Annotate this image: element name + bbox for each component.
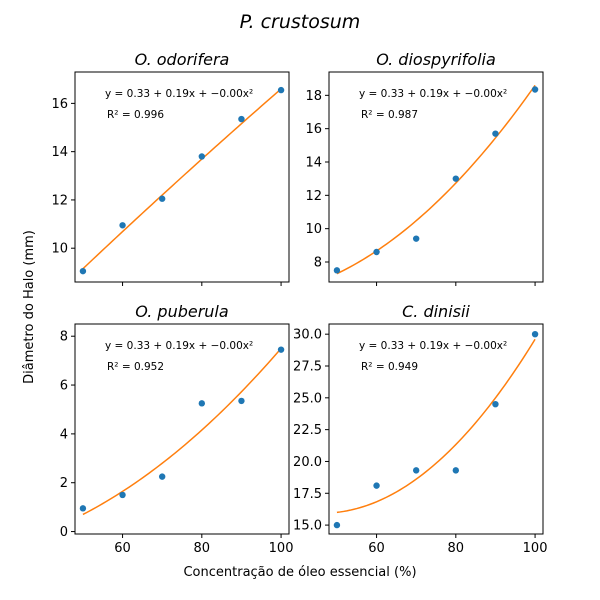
x-axis-label: Concentração de óleo essencial (%) bbox=[183, 565, 416, 580]
y-tick-label: 0 bbox=[60, 525, 68, 540]
y-tick-label: 14 bbox=[305, 156, 322, 171]
subplot-2: O. diospyrifolia 8 10 12 14 16 18 y = 0.33 + 0.… bbox=[305, 50, 544, 286]
data-point bbox=[277, 346, 285, 353]
y-tick-label: 15.0 bbox=[293, 519, 322, 534]
y-tick-label: 22.5 bbox=[293, 423, 322, 438]
y-tick-label: 8 bbox=[60, 330, 68, 345]
subplot-3: O. puberula 60 80 100 0 2 4 6 8 y = 0.33 + 0.19x … bbox=[60, 302, 294, 556]
y-tick-label: 10 bbox=[305, 222, 322, 237]
data-point bbox=[158, 195, 166, 202]
data-point bbox=[412, 467, 420, 474]
r-squared-annotation: R² = 0.952 bbox=[107, 361, 164, 373]
data-point bbox=[492, 130, 499, 137]
subplot-title: O. puberula bbox=[135, 302, 228, 321]
y-tick-label: 6 bbox=[60, 379, 68, 394]
data-point bbox=[198, 400, 206, 407]
r-squared-annotation: R² = 0.996 bbox=[107, 109, 164, 121]
y-tick-label: 2 bbox=[60, 476, 68, 491]
equation-annotation: y = 0.33 + 0.19x + −0.00x² bbox=[105, 88, 253, 100]
equation-annotation: y = 0.33 + 0.19x + −0.00x² bbox=[359, 88, 507, 100]
subplot-title: O. odorifera bbox=[135, 50, 230, 69]
r-squared-annotation: R² = 0.987 bbox=[361, 109, 418, 121]
data-point bbox=[492, 400, 499, 408]
subplot-4: C. dinisii 60 80 100 15.0 17.5 20.0 22.5 25.0 27.… bbox=[293, 302, 547, 556]
fit-line bbox=[82, 88, 282, 270]
data-point bbox=[333, 267, 341, 274]
data-point bbox=[333, 521, 341, 529]
data-point bbox=[238, 115, 245, 123]
y-tick-label: 20.0 bbox=[293, 455, 322, 470]
data-point bbox=[238, 397, 245, 405]
data-point bbox=[452, 175, 460, 182]
y-tick-label: 16 bbox=[305, 122, 322, 137]
data-point bbox=[452, 467, 460, 474]
figure-title: P. crustosum bbox=[240, 11, 361, 33]
y-tick-label: 14 bbox=[51, 145, 68, 160]
y-tick-label: 18 bbox=[305, 89, 322, 104]
data-point bbox=[412, 235, 420, 242]
axes-frame bbox=[328, 71, 544, 283]
fit-line bbox=[336, 338, 536, 514]
y-tick-label: 4 bbox=[60, 427, 68, 442]
y-tick-label: 16 bbox=[51, 97, 68, 112]
data-point bbox=[158, 473, 166, 480]
equation-annotation: y = 0.33 + 0.19x + −0.00x² bbox=[359, 340, 507, 352]
y-tick-label: 12 bbox=[51, 193, 68, 208]
y-tick-label: 8 bbox=[314, 256, 322, 271]
data-point bbox=[277, 86, 285, 94]
data-point bbox=[373, 482, 380, 489]
subplots-group: O. odorifera 10 12 14 16 y = 0.33 + 0.19x + −… bbox=[51, 50, 547, 556]
subplot-1: O. odorifera 10 12 14 16 y = 0.33 + 0.19x + −… bbox=[51, 50, 290, 286]
data-point bbox=[119, 222, 126, 229]
y-tick-label: 30.0 bbox=[293, 328, 322, 343]
y-axis-label: Diâmetro do Halo (mm) bbox=[22, 230, 37, 384]
y-tick-label: 10 bbox=[51, 242, 68, 257]
data-point bbox=[531, 330, 539, 338]
data-point bbox=[119, 491, 126, 499]
data-point bbox=[79, 267, 87, 275]
axes-frame bbox=[74, 71, 290, 283]
y-tick-label: 25.0 bbox=[293, 391, 322, 406]
x-tick-label: 60 bbox=[368, 541, 385, 556]
data-point bbox=[79, 505, 87, 512]
data-point bbox=[531, 86, 539, 93]
r-squared-annotation: R² = 0.949 bbox=[361, 361, 418, 373]
equation-annotation: y = 0.33 + 0.19x + −0.00x² bbox=[105, 340, 253, 352]
x-tick-label: 80 bbox=[194, 541, 211, 556]
axes-frame bbox=[74, 323, 290, 535]
data-point bbox=[373, 248, 380, 256]
subplot-title: O. diospyrifolia bbox=[376, 50, 496, 69]
x-tick-label: 100 bbox=[269, 541, 294, 556]
subplot-title: C. dinisii bbox=[402, 302, 470, 321]
x-tick-label: 80 bbox=[448, 541, 465, 556]
fit-line bbox=[82, 347, 282, 516]
fit-line bbox=[336, 84, 536, 275]
x-tick-label: 100 bbox=[523, 541, 548, 556]
x-tick-label: 60 bbox=[114, 541, 131, 556]
y-tick-label: 17.5 bbox=[293, 487, 322, 502]
y-tick-label: 27.5 bbox=[293, 360, 322, 375]
data-point bbox=[198, 153, 206, 160]
y-tick-label: 12 bbox=[305, 189, 322, 204]
axes-frame bbox=[328, 323, 544, 535]
